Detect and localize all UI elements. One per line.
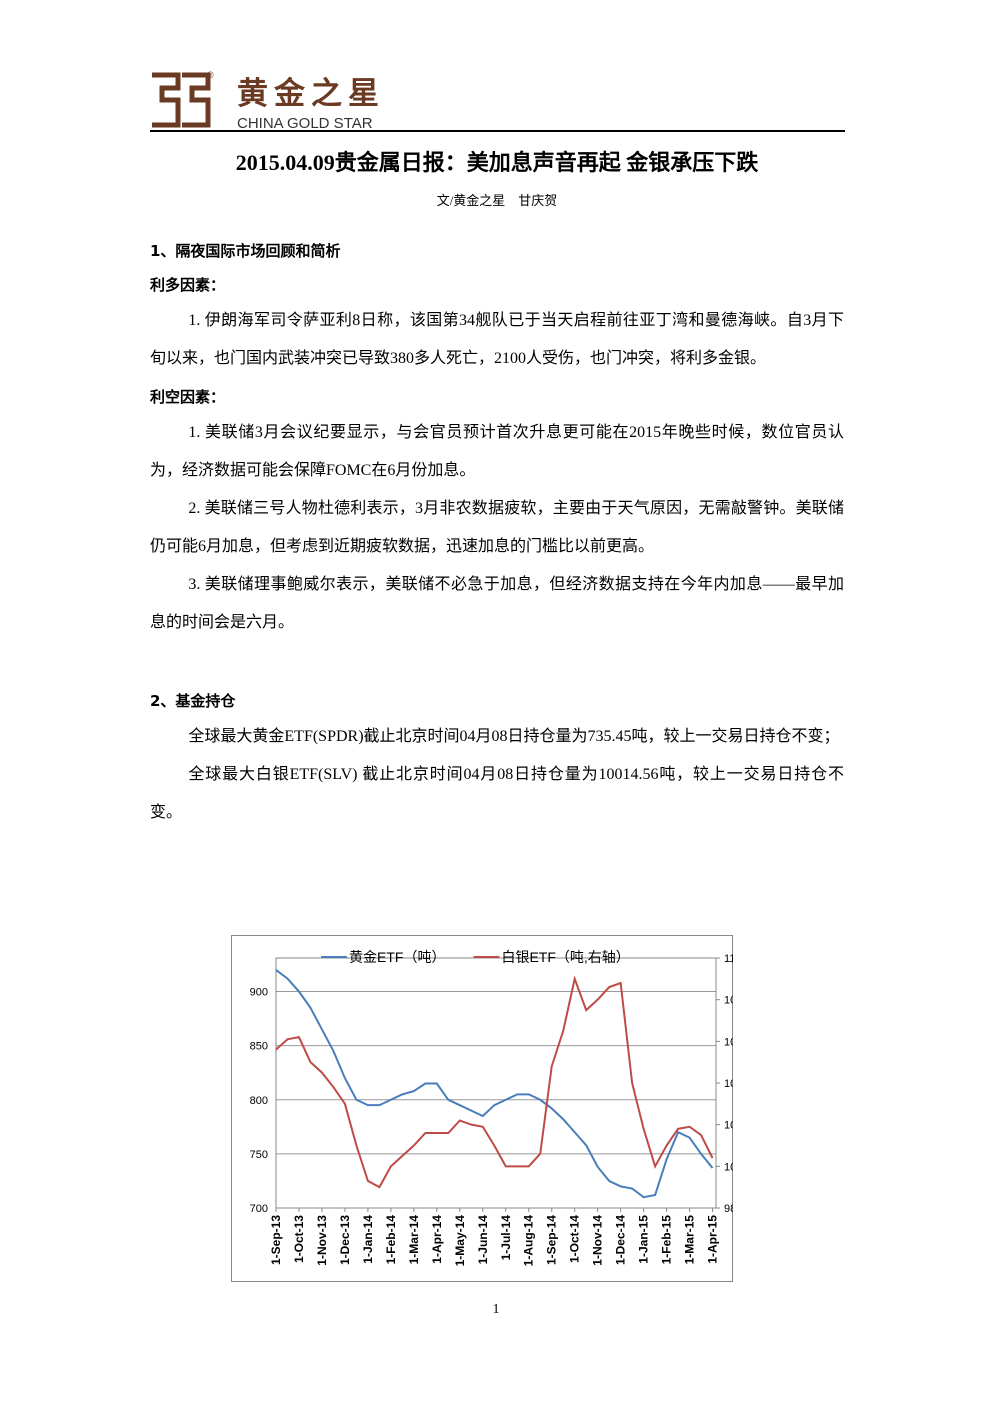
factor-label: 利空因素： xyxy=(150,388,226,406)
logo-en: CHINA GOLD STAR xyxy=(237,115,373,132)
y2-tick-label: 10400 xyxy=(724,1078,733,1090)
y-tick-label: 750 xyxy=(250,1149,268,1161)
y2-tick-label: 10600 xyxy=(724,1036,733,1048)
x-tick-label: 1-Oct-13 xyxy=(292,1215,306,1263)
x-tick-label: 1-Oct-14 xyxy=(568,1215,582,1263)
x-tick-label: 1-Jan-15 xyxy=(637,1215,651,1264)
registered: ® xyxy=(207,70,214,80)
x-tick-label: 1-Aug-14 xyxy=(522,1215,536,1267)
data-line xyxy=(275,975,714,1189)
x-tick-label: 1-Mar-14 xyxy=(407,1215,421,1265)
section-heading: 1、隔夜国际市场回顾和简析 xyxy=(150,242,341,260)
paragraph: 全球最大白银ETF(SLV) 截止北京时间04月08日持仓量为10014.56吨… xyxy=(150,766,844,821)
section-heading: 2、基金持仓 xyxy=(150,692,236,710)
x-tick-label: 1-Jun-14 xyxy=(476,1215,490,1265)
chart: 700 750 800 850 900 9800 10000 10200 10400 10600 1… xyxy=(231,935,733,1282)
y-tick-label: 900 xyxy=(250,987,268,999)
paragraph: 1. 美联储3月会议纪要显示，与会官员预计首次升息更可能在2015年晚些时候，数… xyxy=(150,424,844,479)
logo-cn: 黄金之星 xyxy=(237,76,385,111)
x-tick-label: 1-Jul-14 xyxy=(499,1215,513,1261)
y2-tick-label: 10800 xyxy=(724,995,733,1007)
x-tick-label: 1-Nov-14 xyxy=(591,1215,605,1266)
x-tick-label: 1-Dec-14 xyxy=(614,1215,628,1265)
x-tick-label: 1-Nov-13 xyxy=(315,1215,329,1266)
y2-tick-label: 9800 xyxy=(724,1203,733,1215)
x-tick-label: 1-Mar-15 xyxy=(683,1215,697,1265)
y2-tick-label: 10000 xyxy=(724,1161,733,1173)
legend-label: 白银ETF（吨,右轴） xyxy=(501,949,629,965)
page-number: 1 xyxy=(492,1302,500,1317)
paragraph: 2. 美联储三号人物杜德利表示，3月非农数据疲软，主要由于天气原因，无需敲警钟。… xyxy=(150,500,844,555)
x-tick-label: 1-Feb-15 xyxy=(660,1215,674,1265)
header: ® 黄金之星 CHINA GOLD STAR xyxy=(150,70,845,132)
x-tick-label: 1-Jan-14 xyxy=(361,1215,375,1264)
data-line xyxy=(275,969,714,1199)
y2-tick-label: 10200 xyxy=(724,1120,733,1132)
paragraph: 3. 美联储理事鲍威尔表示，美联储不必急于加息，但经济数据支持在今年内加息——最… xyxy=(150,576,844,631)
y-tick-label: 800 xyxy=(250,1095,268,1107)
paragraph: 全球最大黄金ETF(SPDR)截止北京时间04月08日持仓量为735.45吨，较… xyxy=(188,728,840,745)
factor-label: 利多因素： xyxy=(150,276,226,294)
byline: 文/黄金之星 甘庆贺 xyxy=(436,193,558,208)
x-tick-label: 1-Sep-13 xyxy=(269,1215,283,1265)
x-tick-label: 1-Dec-13 xyxy=(338,1215,352,1265)
title: 2015.04.09贵金属日报：美加息声音再起 金银承压下跌 xyxy=(235,150,759,175)
logo-icon xyxy=(152,72,211,128)
x-tick-label: 1-Feb-14 xyxy=(384,1215,398,1265)
y-tick-label: 700 xyxy=(250,1203,268,1215)
body: 1、隔夜国际市场回顾和简析 利多因素： 1. 伊朗海军司令萨亚利8日称，该国第3… xyxy=(150,234,844,832)
x-tick-label: 1-May-14 xyxy=(453,1215,467,1267)
legend-label: 黄金ETF（吨） xyxy=(349,949,445,965)
chart-frame xyxy=(231,935,733,1282)
y2-tick-label: 11000 xyxy=(724,953,733,965)
y-tick-label: 850 xyxy=(250,1041,268,1053)
x-tick-label: 1-Apr-14 xyxy=(430,1215,444,1264)
x-tick-label: 1-Sep-14 xyxy=(545,1215,559,1265)
x-tick-label: 1-Apr-15 xyxy=(706,1215,720,1264)
paragraph: 1. 伊朗海军司令萨亚利8日称，该国第34舰队已于当天启程前往亚丁湾和曼德海峡。… xyxy=(150,312,844,367)
